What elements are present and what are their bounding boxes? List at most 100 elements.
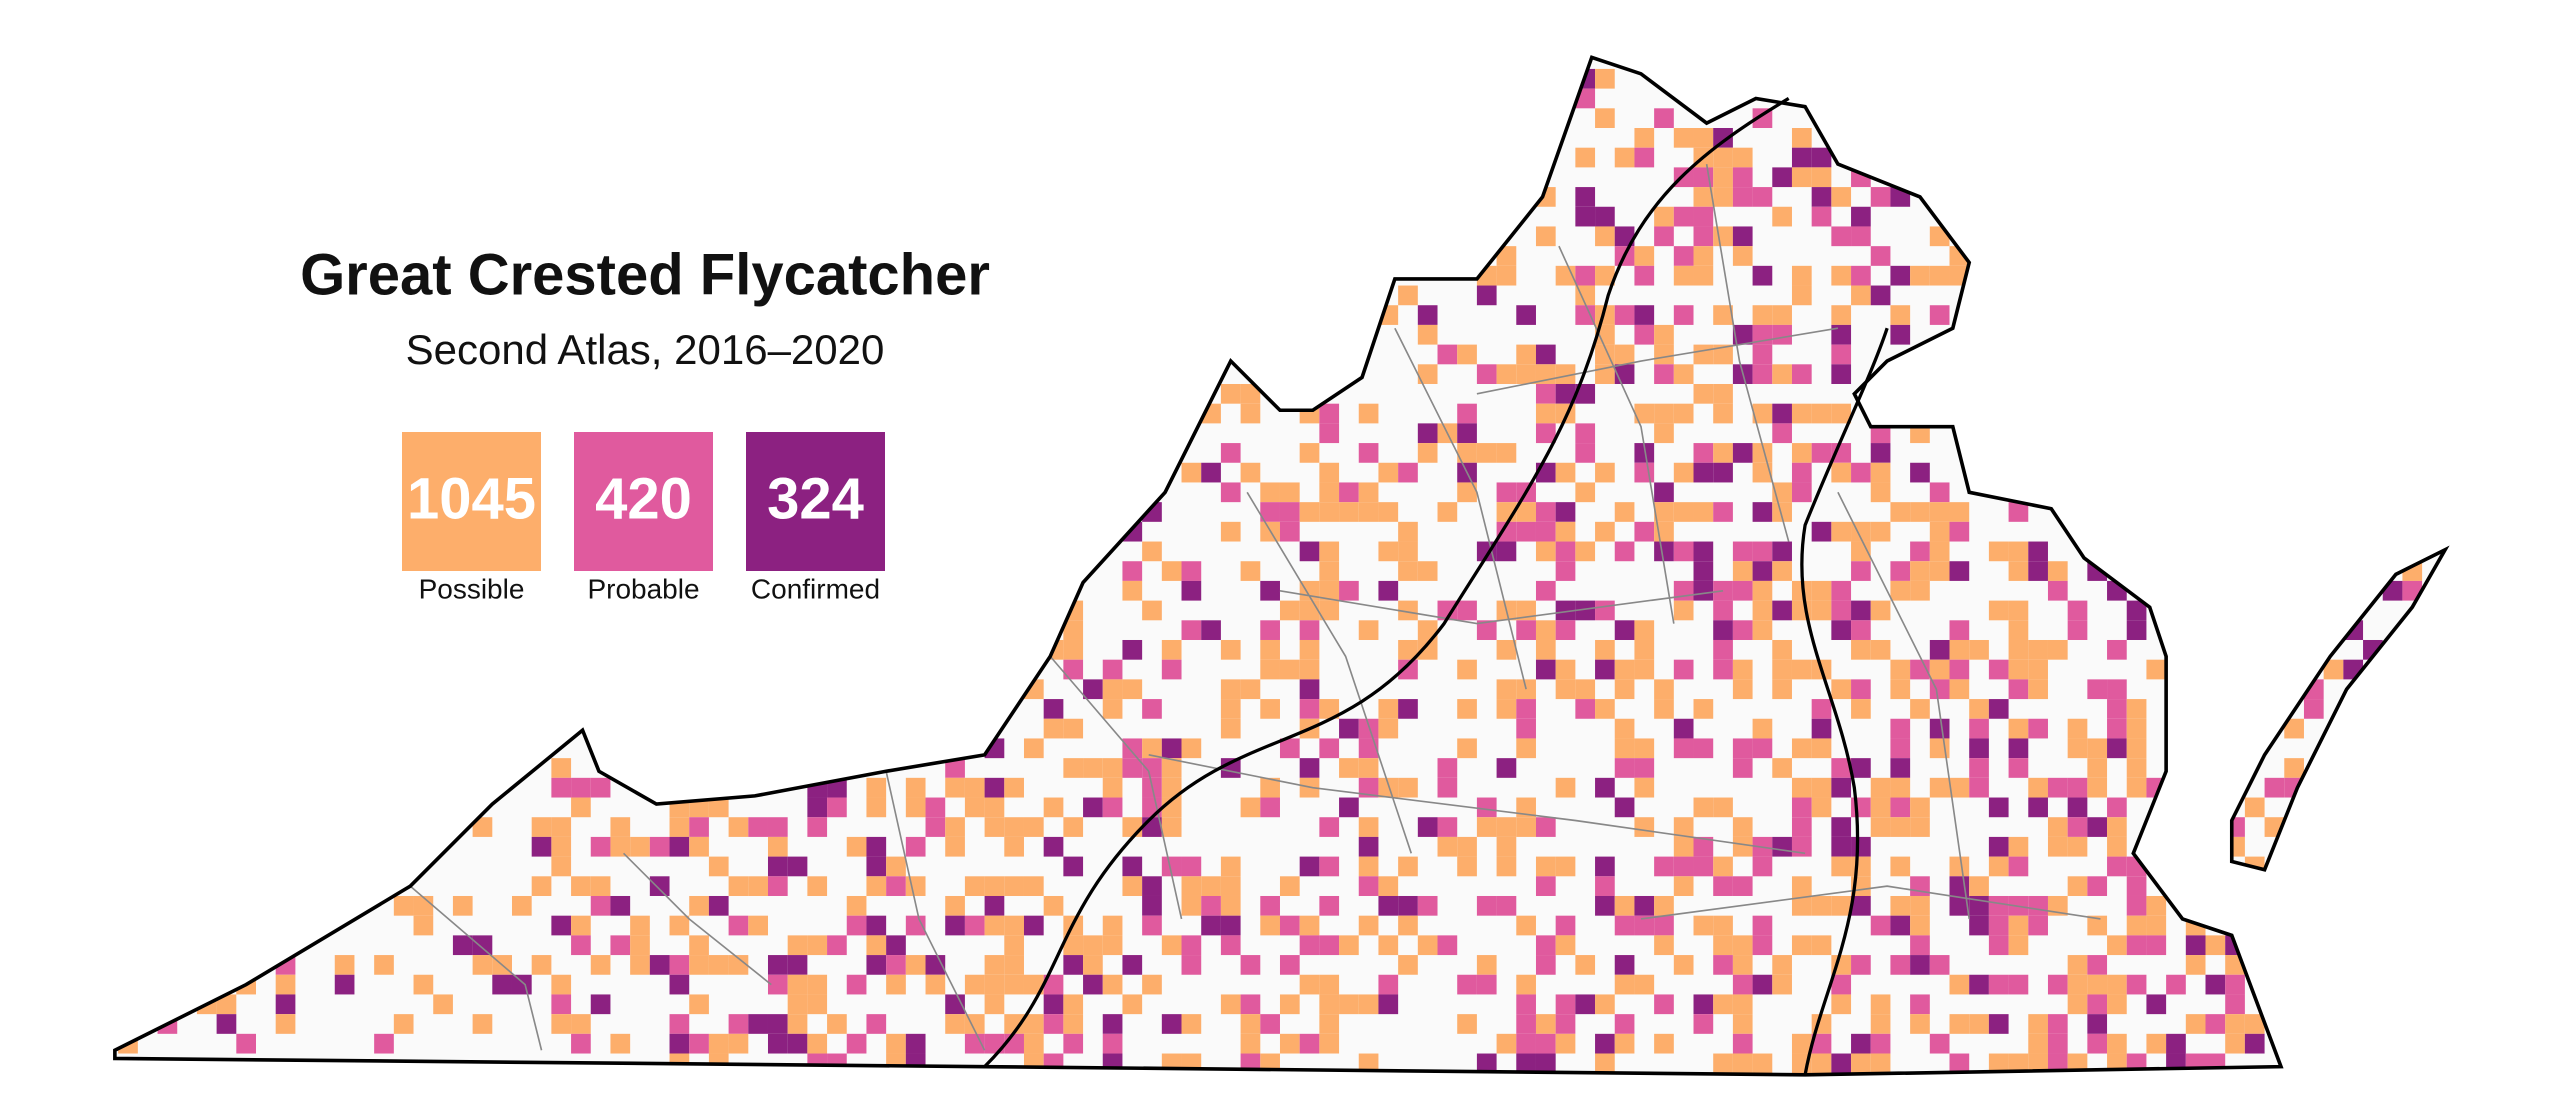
- atlas-block: [1417, 443, 1438, 463]
- atlas-block: [1339, 718, 1359, 739]
- atlas-block: [1890, 758, 1911, 778]
- atlas-block: [1890, 817, 1911, 837]
- atlas-block: [925, 974, 946, 995]
- atlas-block: [571, 797, 591, 818]
- atlas-block: [1043, 836, 1064, 857]
- atlas-block: [1358, 758, 1379, 778]
- atlas-block: [1201, 620, 1221, 640]
- atlas-block: [1516, 620, 1536, 640]
- atlas-block: [1575, 265, 1596, 286]
- atlas-block: [767, 955, 788, 975]
- atlas-block: [1535, 876, 1556, 896]
- atlas-block: [452, 895, 473, 916]
- atlas-block: [1654, 856, 1674, 877]
- atlas-block: [1240, 561, 1261, 581]
- atlas-block: [1260, 502, 1280, 522]
- atlas-block: [1535, 344, 1556, 365]
- atlas-block: [1516, 1033, 1536, 1054]
- atlas-block: [2303, 699, 2324, 719]
- atlas-block: [1732, 836, 1753, 857]
- atlas-block: [1279, 482, 1300, 503]
- atlas-block: [1654, 226, 1674, 247]
- atlas-block: [1988, 1014, 2009, 1034]
- atlas-block: [905, 836, 926, 857]
- atlas-block: [1516, 974, 1536, 995]
- atlas-block: [1181, 876, 1202, 896]
- atlas-block: [1870, 521, 1891, 542]
- atlas-block: [1496, 639, 1517, 660]
- atlas-block: [866, 797, 887, 818]
- atlas-block: [1595, 1053, 1615, 1074]
- atlas-block: [1772, 974, 1792, 995]
- atlas-block: [1673, 127, 1694, 148]
- atlas-block: [2047, 639, 2068, 660]
- atlas-block: [649, 876, 670, 896]
- map-subtitle: Second Atlas, 2016–2020: [406, 326, 885, 373]
- atlas-block: [925, 817, 946, 837]
- atlas-block: [1851, 1033, 1871, 1054]
- atlas-block: [1791, 364, 1812, 384]
- atlas-block: [1870, 797, 1891, 818]
- atlas-block: [886, 974, 906, 995]
- atlas-block: [1890, 580, 1911, 601]
- atlas-block: [1851, 797, 1871, 818]
- atlas-block: [767, 856, 788, 877]
- atlas-block: [1043, 895, 1064, 916]
- atlas-block: [1299, 659, 1320, 680]
- atlas-block: [1496, 265, 1517, 286]
- atlas-block: [1693, 915, 1714, 936]
- atlas-block: [1279, 600, 1300, 621]
- atlas-block: [1240, 679, 1261, 700]
- atlas-block: [1004, 974, 1024, 995]
- atlas-block: [1457, 738, 1477, 759]
- atlas-block: [393, 1014, 414, 1034]
- atlas-block: [2146, 1033, 2167, 1054]
- atlas-blocks: [118, 68, 2423, 1074]
- atlas-block: [669, 955, 690, 975]
- atlas-block: [1634, 974, 1655, 995]
- atlas-block: [708, 797, 729, 818]
- atlas-block: [1713, 856, 1733, 877]
- atlas-block: [1713, 226, 1733, 247]
- atlas-block: [1929, 265, 1950, 286]
- atlas-block: [1516, 344, 1536, 365]
- atlas-block: [1713, 659, 1733, 680]
- atlas-block: [1693, 187, 1714, 207]
- atlas-block: [1811, 403, 1832, 424]
- atlas-block: [846, 974, 867, 995]
- atlas-block: [1791, 482, 1812, 503]
- region-line: [1800, 327, 1889, 1076]
- atlas-block: [1713, 1053, 1733, 1074]
- atlas-block: [689, 895, 709, 916]
- atlas-block: [1693, 502, 1714, 522]
- atlas-block: [1811, 580, 1832, 601]
- atlas-block: [1772, 659, 1792, 680]
- atlas-block: [1791, 935, 1812, 956]
- atlas-block: [2008, 915, 2029, 936]
- atlas-block: [1791, 1033, 1812, 1054]
- atlas-block: [1575, 187, 1596, 207]
- atlas-block: [1890, 502, 1911, 522]
- atlas-block: [1988, 797, 2009, 818]
- atlas-block: [1181, 580, 1202, 601]
- atlas-block: [1319, 974, 1340, 995]
- atlas-block: [1358, 718, 1379, 739]
- atlas-block: [2205, 1014, 2226, 1034]
- atlas-block: [1004, 915, 1024, 936]
- atlas-block: [905, 876, 926, 896]
- atlas-block: [2028, 1053, 2048, 1074]
- atlas-block: [1910, 935, 1930, 956]
- atlas-block: [1673, 738, 1694, 759]
- atlas-block: [1791, 797, 1812, 818]
- atlas-block: [1772, 305, 1792, 325]
- atlas-block: [1358, 620, 1379, 640]
- atlas-block: [905, 1033, 926, 1054]
- atlas-block: [630, 935, 650, 956]
- atlas-block: [2087, 777, 2108, 798]
- atlas-block: [964, 915, 985, 936]
- atlas-block: [1535, 817, 1556, 837]
- atlas-block: [1595, 777, 1615, 798]
- atlas-block: [551, 758, 572, 778]
- atlas-block: [1516, 817, 1536, 837]
- atlas-block: [1004, 836, 1024, 857]
